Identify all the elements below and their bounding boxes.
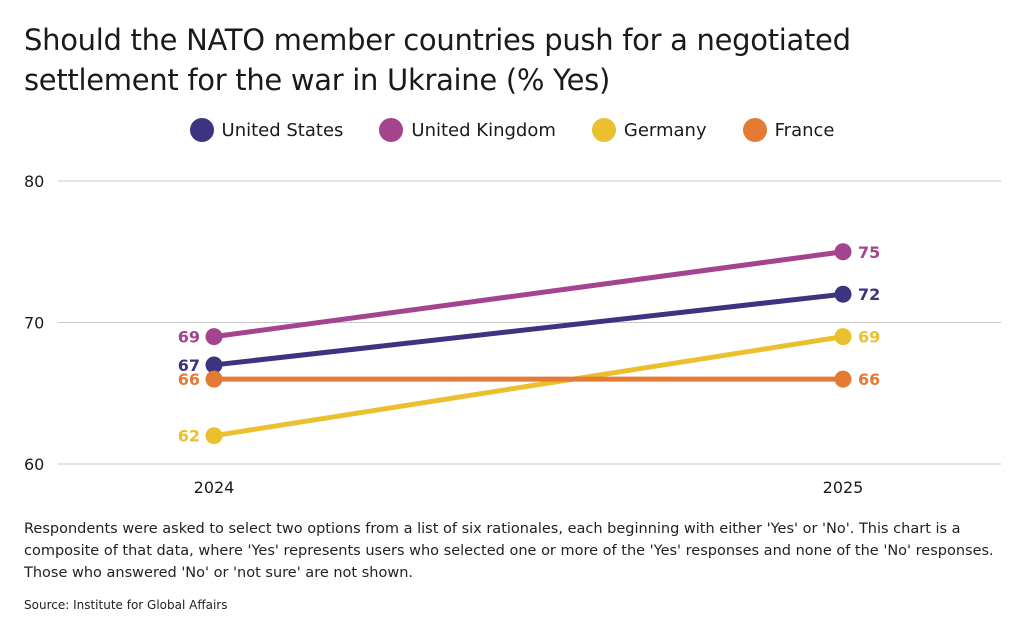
data-label-united-states-2024: 67 bbox=[178, 356, 200, 375]
data-label-germany-2025: 69 bbox=[858, 328, 880, 347]
data-point-france-2024 bbox=[205, 370, 223, 388]
legend-label-united-kingdom: United Kingdom bbox=[411, 119, 556, 141]
source-note: Source: Institute for Global Affairs bbox=[24, 598, 228, 612]
data-label-france-2024: 66 bbox=[178, 370, 200, 389]
data-label-united-states-2025: 72 bbox=[858, 285, 880, 304]
chart-title: Should the NATO member countries push fo… bbox=[24, 23, 851, 97]
footnote: Respondents were asked to select two opt… bbox=[24, 521, 994, 581]
series-line-germany bbox=[211, 334, 846, 439]
data-point-united-kingdom-2025 bbox=[834, 243, 852, 261]
series-line-united-states bbox=[211, 291, 846, 368]
data-point-united-states-2025 bbox=[834, 285, 852, 303]
y-tick-label-70: 70 bbox=[24, 314, 44, 333]
data-point-germany-2024 bbox=[205, 427, 223, 445]
x-tick-label-2025: 2025 bbox=[823, 478, 864, 497]
data-label-united-kingdom-2025: 75 bbox=[858, 243, 880, 262]
data-label-united-kingdom-2024: 69 bbox=[178, 328, 200, 347]
data-point-united-states-2024 bbox=[205, 356, 223, 374]
y-tick-label-60: 60 bbox=[24, 455, 44, 474]
line-chart: 60 70 80 2024 2025 67 72 69 75 62 69 66 66 bbox=[24, 172, 1001, 497]
legend-swatch-united-states bbox=[189, 118, 214, 142]
legend-swatch-united-kingdom bbox=[379, 118, 404, 142]
series-line-united-kingdom bbox=[211, 249, 846, 340]
legend: United States United Kingdom Germany Fra… bbox=[0, 118, 1024, 142]
legend-item-united-kingdom: United Kingdom bbox=[379, 118, 556, 142]
legend-label-france: France bbox=[774, 119, 835, 141]
legend-item-france: France bbox=[742, 118, 835, 142]
data-point-france-2025 bbox=[834, 370, 852, 388]
legend-swatch-france bbox=[742, 118, 767, 142]
data-label-germany-2024: 62 bbox=[178, 427, 200, 446]
data-point-united-kingdom-2024 bbox=[205, 328, 223, 346]
data-point-germany-2025 bbox=[834, 328, 852, 346]
legend-item-united-states: United States bbox=[189, 118, 344, 142]
legend-item-germany: Germany bbox=[591, 118, 707, 142]
legend-swatch-germany bbox=[591, 118, 616, 142]
legend-label-germany: Germany bbox=[623, 119, 707, 141]
data-label-france-2025: 66 bbox=[858, 370, 880, 389]
y-tick-label-80: 80 bbox=[24, 172, 44, 191]
x-tick-label-2024: 2024 bbox=[194, 478, 235, 497]
legend-label-united-states: United States bbox=[221, 119, 344, 141]
